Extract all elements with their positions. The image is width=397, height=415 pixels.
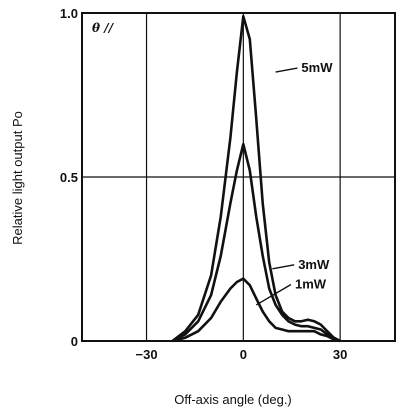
series-line-3mW: [171, 142, 341, 343]
series-leader-3mW: [272, 264, 295, 270]
tick-labels: −30 0 30 0 0.5 1.0: [60, 6, 347, 362]
y-tick-label: 0.5: [60, 170, 78, 185]
x-axis-label: Off-axis angle (deg.): [174, 392, 292, 407]
series-label-5mW: 5mW: [301, 60, 333, 75]
x-tick-label: 30: [333, 347, 347, 362]
y-axis-label: Relative light output Po: [10, 111, 25, 245]
series-line-1mW: [172, 277, 341, 343]
series-leader-1mW: [255, 283, 292, 306]
theta-annotation: θ //: [92, 21, 115, 35]
y-tick-label: 1.0: [60, 6, 78, 21]
series-lines: [171, 15, 341, 343]
plot-frame: [81, 12, 396, 342]
series-labels: 5mW 3mW 1mW: [255, 60, 333, 306]
series-label-1mW: 1mW: [295, 277, 327, 292]
x-tick-label: 0: [240, 347, 247, 362]
series-line-5mW: [171, 15, 341, 343]
x-tick-label: −30: [136, 347, 158, 362]
series-label-3mW: 3mW: [298, 257, 330, 272]
y-tick-label: 0: [71, 334, 78, 349]
series-leader-5mW: [275, 67, 298, 73]
